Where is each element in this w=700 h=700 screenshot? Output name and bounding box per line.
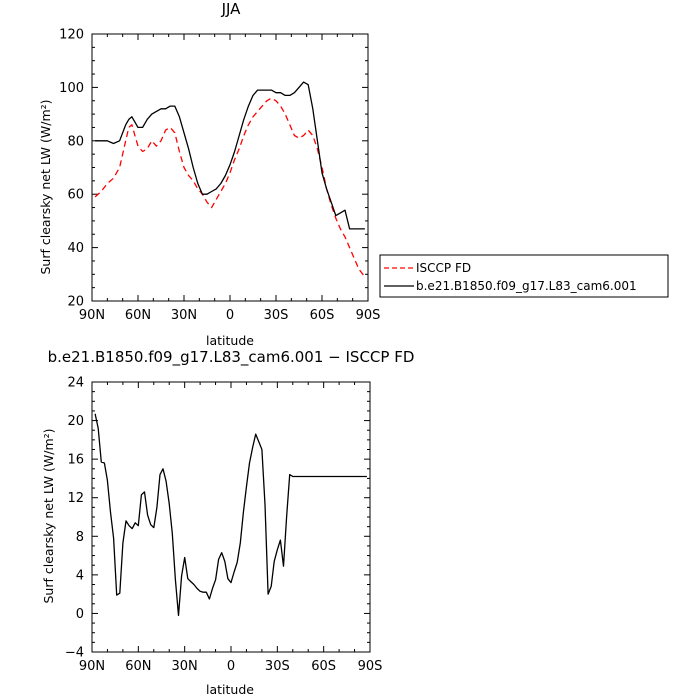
legend-label-isccp: ISCCP FD [416,261,471,275]
top-chart-plot-frame [91,33,369,302]
bottom-chart-y-axis-label: Surf clearsky net LW (W/m²) [41,428,56,603]
y-tick-label: 60 [67,188,84,203]
x-tick-label: 90N [79,308,105,323]
x-tick-label: 60N [125,659,151,674]
y-tick-label: 40 [67,241,84,256]
x-tick-label: 0 [227,659,235,674]
y-tick-label: 80 [67,134,84,149]
bottom-chart-plot-frame [91,381,371,653]
y-tick-label: −4 [65,646,84,661]
x-tick-label: 30S [264,308,289,323]
x-tick-label: 60N [125,308,151,323]
bottom-chart-panel: b.e21.B1850.f09_g17.L83_cam6.001 − ISCCP… [41,348,414,697]
bottom-chart-title: b.e21.B1850.f09_g17.L83_cam6.001 − ISCCP… [48,348,415,367]
y-tick-label: 0 [76,607,84,622]
bottom-chart-series-group [94,413,367,617]
x-tick-label: 90N [79,659,105,674]
y-tick-label: 120 [59,28,84,43]
x-tick-label: 0 [226,308,234,323]
legend-label-model: b.e21.B1850.f09_g17.L83_cam6.001 [416,279,637,293]
x-tick-label: 30N [171,308,197,323]
legend: ISCCP FD b.e21.B1850.f09_g17.L83_cam6.00… [379,254,669,298]
y-tick-label: 4 [76,568,84,583]
legend-box [379,254,669,298]
top-chart-x-axis-label: latitude [206,333,254,348]
y-tick-label: 12 [67,491,84,506]
x-tick-label: 30S [265,659,290,674]
y-tick-label: 20 [67,295,84,310]
y-tick-label: 16 [67,453,84,468]
y-tick-label: 24 [67,376,84,391]
x-tick-label: 60S [310,308,335,323]
y-tick-label: 8 [76,530,84,545]
x-tick-label: 90S [358,659,383,674]
x-tick-label: 30N [172,659,198,674]
top-chart-title: JJA [221,0,242,18]
bottom-chart-ticks: 90N 60N 30N 0 30S 60S 90S −4 0 4 8 12 16 20 24 [65,376,383,675]
y-tick-label: 100 [59,81,84,96]
y-tick-label: 20 [67,414,84,429]
top-chart-series-line-1 [95,81,365,230]
top-chart-series-group [94,81,366,278]
top-chart-y-axis-label: Surf clearsky net LW (W/m²) [38,99,53,274]
bottom-chart-series-line-0 [94,413,367,617]
top-chart-ticks: 90N 60N 30N 0 30S 60S 90S 20 40 60 80 100 120 [59,28,380,324]
x-tick-label: 90S [356,308,381,323]
top-chart-panel: JJA Surf clearsky net LW (W/m²) latitude… [38,0,380,348]
bottom-chart-x-axis-label: latitude [206,682,254,697]
x-tick-label: 60S [311,659,336,674]
top-chart-series-line-0 [94,97,366,278]
